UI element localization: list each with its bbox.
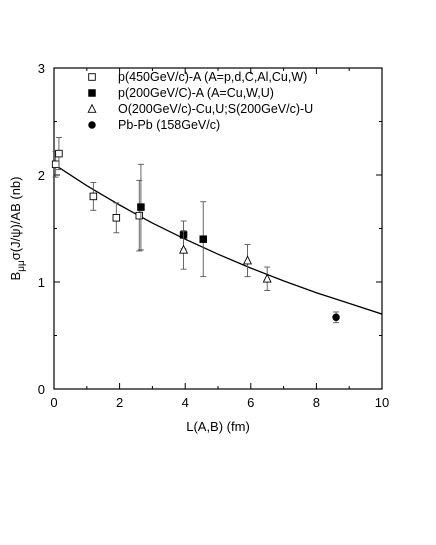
- x-tick-label-0: 0: [50, 395, 57, 410]
- fit-curve: [53, 163, 383, 315]
- series-2: [179, 230, 272, 292]
- y-tick-label-1: 1: [38, 275, 45, 290]
- x-tick-label-10: 10: [375, 395, 389, 410]
- data-point: [51, 160, 60, 169]
- x-tick-label-8: 8: [313, 395, 320, 410]
- data-point: [137, 203, 145, 211]
- series-3: [332, 311, 340, 324]
- y-tick-label-0: 0: [38, 382, 45, 397]
- x-axis-title: L(A,B) (fm): [186, 419, 250, 434]
- data-point: [135, 211, 144, 220]
- plot-frame: [53, 67, 383, 390]
- legend-label-3: Pb-Pb (158GeV/c): [118, 118, 220, 132]
- x-tick-label-6: 6: [247, 395, 254, 410]
- y-axis-title-subscript: μμ: [16, 260, 27, 272]
- y-axis-title-base: B: [8, 272, 23, 281]
- legend: p(450GeV/c)-A (A=p,d,C,Al,Cu,W) p(200GeV/…: [87, 70, 313, 132]
- legend-marker-1: [88, 89, 96, 97]
- y-axis-title: Bμμσ(J/ψ)/AB (nb): [8, 177, 27, 281]
- y-tick-label-2: 2: [38, 168, 45, 183]
- legend-label-1: p(200GeV/C)-A (A=Cu,W,U): [118, 86, 274, 100]
- series-0: [51, 137, 144, 252]
- y-axis-title-rest: σ(J/ψ)/AB (nb): [8, 177, 23, 261]
- data-point: [332, 313, 340, 322]
- legend-marker-2: [87, 103, 97, 113]
- data-point: [199, 235, 207, 243]
- legend-label-0: p(450GeV/c)-A (A=p,d,C,Al,Cu,W): [118, 70, 307, 84]
- data-point: [242, 255, 253, 265]
- x-tick-label-2: 2: [116, 395, 123, 410]
- data-point: [89, 192, 98, 201]
- y-tick-label-3: 3: [38, 61, 45, 76]
- data-point: [262, 273, 272, 283]
- legend-label-2: O(200GeV/c)-Cu,U;S(200GeV/c)-U: [118, 102, 313, 116]
- data-point: [179, 244, 189, 254]
- data-point: [55, 149, 63, 158]
- legend-marker-3: [88, 121, 96, 129]
- legend-marker-0: [88, 73, 96, 81]
- x-tick-label-4: 4: [182, 395, 189, 410]
- data-point: [112, 214, 121, 222]
